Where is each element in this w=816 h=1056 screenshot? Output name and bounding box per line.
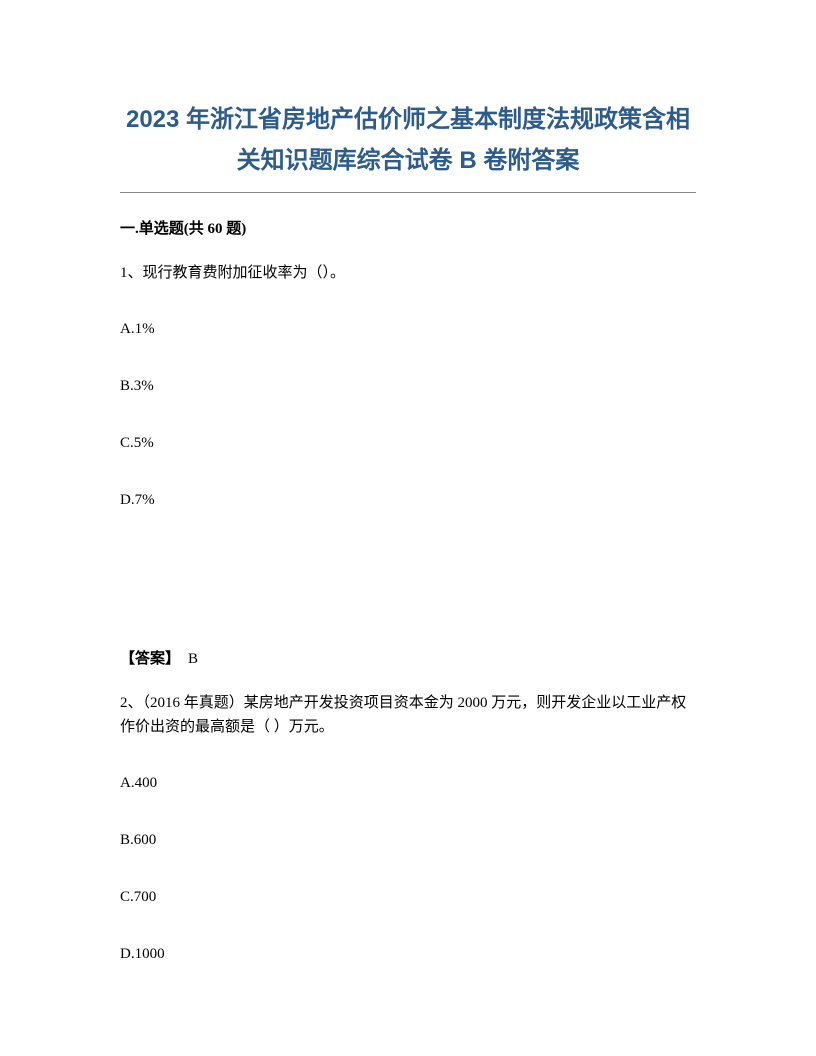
option-b: B.3% bbox=[120, 376, 696, 397]
option-a: A.1% bbox=[120, 319, 696, 340]
option-c: C.5% bbox=[120, 433, 696, 454]
option-a: A.400 bbox=[120, 773, 696, 794]
option-c: C.700 bbox=[120, 887, 696, 908]
question-2: 2、（2016 年真题）某房地产开发投资项目资本金为 2000 万元，则开发企业… bbox=[120, 691, 696, 965]
option-d: D.7% bbox=[120, 490, 696, 511]
answer-value: B bbox=[188, 651, 198, 667]
question-text: 1、现行教育费附加征收率为（）。 bbox=[120, 261, 696, 285]
question-text: 2、（2016 年真题）某房地产开发投资项目资本金为 2000 万元，则开发企业… bbox=[120, 691, 696, 739]
option-d: D.1000 bbox=[120, 944, 696, 965]
question-number: 2、 bbox=[120, 695, 143, 711]
title-divider bbox=[120, 192, 696, 193]
question-number: 1、 bbox=[120, 265, 143, 281]
question-body: （2016 年真题）某房地产开发投资项目资本金为 2000 万元，则开发企业以工… bbox=[120, 695, 686, 735]
option-b: B.600 bbox=[120, 830, 696, 851]
question-1: 1、现行教育费附加征收率为（）。 A.1% B.3% C.5% D.7% 【答案… bbox=[120, 261, 696, 671]
answer-label: 【答案】 bbox=[120, 651, 180, 667]
page-title: 2023 年浙江省房地产估价师之基本制度法规政策含相关知识题库综合试卷 B 卷附… bbox=[120, 100, 696, 182]
answer-line: 【答案】 B bbox=[120, 647, 696, 671]
section-header: 一.单选题(共 60 题) bbox=[120, 217, 696, 241]
question-body: 现行教育费附加征收率为（）。 bbox=[143, 265, 346, 281]
answer-spacer bbox=[120, 547, 696, 647]
